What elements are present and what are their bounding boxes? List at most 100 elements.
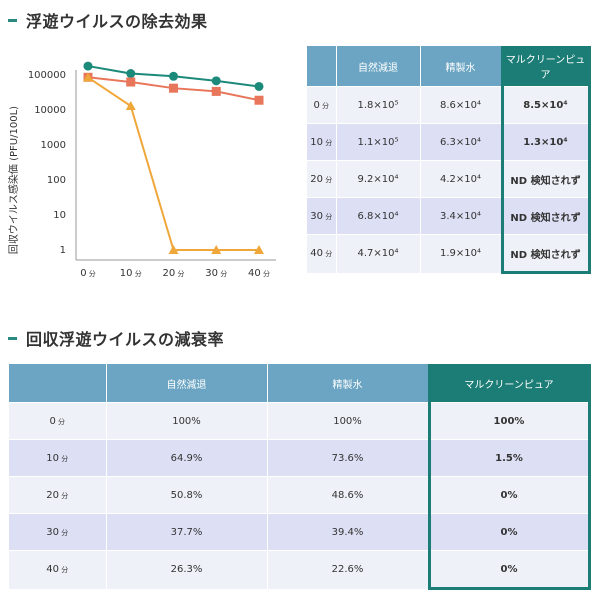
x-tick-unit: 分 (133, 269, 142, 278)
natural-cell: 26.3% (106, 550, 268, 589)
x-tick-number: 20 (163, 268, 176, 279)
pure-cell: 0% (427, 513, 591, 551)
time-unit: 分 (59, 454, 69, 463)
pure-cell: 100% (427, 402, 591, 440)
pure-cell: 1.3×10⁴ (500, 123, 591, 161)
data-point (254, 245, 264, 254)
time-cell: 30 分 (307, 197, 337, 235)
x-tick-number: 10 (120, 268, 133, 279)
y-tick-label: 10 (53, 210, 66, 221)
time-value: 30 (46, 526, 59, 538)
table-row: 0 分 100% 100% 100% (9, 402, 591, 440)
time-value: 0 (313, 99, 320, 111)
time-unit: 分 (323, 138, 333, 147)
pure-cell: 0% (427, 550, 591, 590)
time-unit: 分 (59, 566, 69, 575)
x-tick-unit: 分 (87, 269, 96, 278)
x-tick-label: 10 分 (120, 268, 142, 279)
time-cell: 10 分 (9, 439, 107, 477)
time-value: 30 (310, 210, 323, 222)
data-point (254, 95, 264, 105)
section-title: 浮遊ウイルスの除去効果 (26, 12, 208, 31)
time-value: 40 (46, 564, 59, 576)
time-value: 20 (310, 173, 323, 185)
time-value: 10 (310, 136, 323, 148)
time-unit: 分 (59, 528, 69, 537)
natural-cell: 100% (106, 402, 268, 440)
data-point (168, 245, 179, 254)
data-point (83, 72, 93, 82)
x-tick-label: 40 分 (248, 268, 270, 279)
y-tick-label: 100000 (28, 70, 66, 81)
data-point (83, 61, 93, 71)
y-tick-labels: 100000 10000 1000 100 10 1 (28, 70, 66, 256)
table-header-row: 自然減退 精製水 マルクリーンピュア (9, 364, 591, 403)
natural-cell: 37.7% (106, 513, 268, 551)
x-tick-unit: 分 (261, 269, 270, 278)
y-axis-label: 回収ウイルス感染価 (PFU/100L) (7, 106, 20, 254)
time-unit: 分 (323, 212, 333, 221)
data-point (169, 71, 178, 81)
data-point (211, 245, 222, 254)
x-tick-labels: 0 分 10 分 20 分 30 分 40 分 (80, 268, 270, 279)
y-tick-label: 100 (47, 175, 66, 186)
time-cell: 20 分 (307, 160, 337, 198)
water-cell: 73.6% (267, 439, 430, 477)
time-cell: 30 分 (9, 513, 107, 551)
pure-cell: ND 検知されず (500, 197, 591, 235)
time-value: 20 (46, 489, 59, 501)
removal-table: 自然減退 精製水 マルクリーンピュア 0 分 1.8×10⁵ 8.6×10⁴ 8.5×10… (307, 46, 591, 274)
table-row: 30 分 6.8×10⁴ 3.4×10⁴ ND 検知されず (307, 197, 591, 235)
water-cell: 6.3×10⁴ (420, 123, 503, 161)
water-cell: 8.6×10⁴ (420, 86, 503, 124)
column-header (307, 46, 337, 87)
table-row: 0 分 1.8×10⁵ 8.6×10⁴ 8.5×10⁴ (307, 86, 591, 124)
column-header: 自然減退 (106, 364, 268, 403)
x-tick-label: 20 分 (163, 268, 185, 279)
time-unit: 分 (55, 417, 66, 426)
column-header: 精製水 (420, 46, 503, 87)
x-tick-unit: 分 (218, 269, 227, 278)
x-tick-number: 40 (248, 268, 261, 279)
table-row: 40 分 26.3% 22.6% 0% (9, 550, 591, 590)
y-tick-label: 10000 (34, 105, 66, 116)
table-row: 30 分 37.7% 39.4% 0% (9, 513, 591, 551)
data-point (211, 86, 221, 96)
natural-cell: 64.9% (106, 439, 268, 477)
time-unit: 分 (59, 491, 69, 500)
water-cell: 3.4×10⁴ (420, 197, 503, 235)
pure-cell: 0% (427, 476, 591, 514)
section-dash (8, 18, 17, 22)
column-header: 自然減退 (336, 46, 421, 87)
column-header (9, 364, 107, 403)
time-value: 10 (46, 452, 59, 464)
table-header-row: 自然減退 精製水 マルクリーンピュア (307, 46, 591, 87)
natural-cell: 4.7×10⁴ (336, 234, 421, 273)
time-unit: 分 (323, 175, 333, 184)
column-header: マルクリーンピュア (500, 46, 591, 87)
water-cell: 48.6% (267, 476, 430, 514)
x-tick-label: 30 分 (205, 268, 227, 279)
table-row: 40 分 4.7×10⁴ 1.9×10⁴ ND 検知されず (307, 234, 591, 274)
x-tick-number: 30 (205, 268, 218, 279)
y-tick-label: 1 (60, 245, 66, 256)
pure-cell: ND 検知されず (500, 234, 591, 274)
time-unit: 分 (323, 250, 333, 259)
table-row: 20 分 50.8% 48.6% 0% (9, 476, 591, 514)
table-row: 20 分 9.2×10⁴ 4.2×10⁴ ND 検知されず (307, 160, 591, 198)
data-point (254, 81, 264, 91)
table-row: 10 分 1.1×10⁵ 6.3×10⁴ 1.3×10⁴ (307, 123, 591, 161)
time-unit: 分 (319, 101, 330, 110)
x-tick-label: 0 分 (80, 268, 96, 279)
water-cell: 22.6% (267, 550, 430, 589)
time-cell: 20 分 (9, 476, 107, 514)
water-cell: 39.4% (267, 513, 430, 551)
time-cell: 0 分 (307, 86, 337, 124)
data-point (126, 69, 136, 79)
section-dash (8, 336, 17, 340)
water-cell: 4.2×10⁴ (420, 160, 503, 198)
series-line-2 (87, 76, 259, 251)
natural-cell: 6.8×10⁴ (336, 197, 421, 235)
decay-table: 自然減退 精製水 マルクリーンピュア 0 分 100% 100% 100% 10 分 64.9… (9, 364, 591, 590)
pure-cell: 8.5×10⁴ (500, 86, 591, 124)
